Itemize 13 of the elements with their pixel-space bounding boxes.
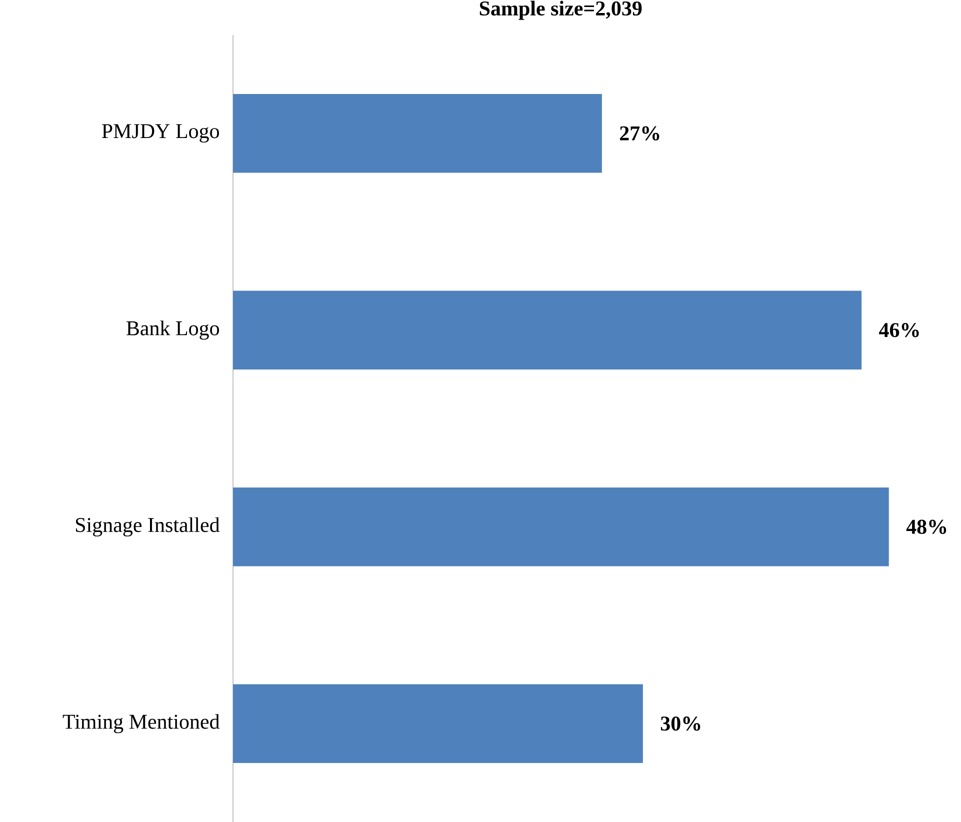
y-tick-label: PMJDY Logo	[102, 124, 219, 143]
data-label: 46%	[879, 323, 919, 338]
bar	[233, 488, 889, 566]
y-tick-label: Bank Logo	[126, 320, 220, 340]
chart-title: Sample size=2,039	[480, 0, 642, 20]
bar	[233, 94, 602, 173]
data-label: 27%	[620, 126, 660, 141]
data-label: 30%	[660, 716, 700, 731]
bar	[233, 290, 862, 370]
bar	[233, 684, 643, 763]
y-tick-label: Signage Installed	[76, 517, 220, 536]
data-label: 48%	[906, 520, 946, 534]
y-tick-label: Timing Mentioned	[62, 714, 220, 734]
